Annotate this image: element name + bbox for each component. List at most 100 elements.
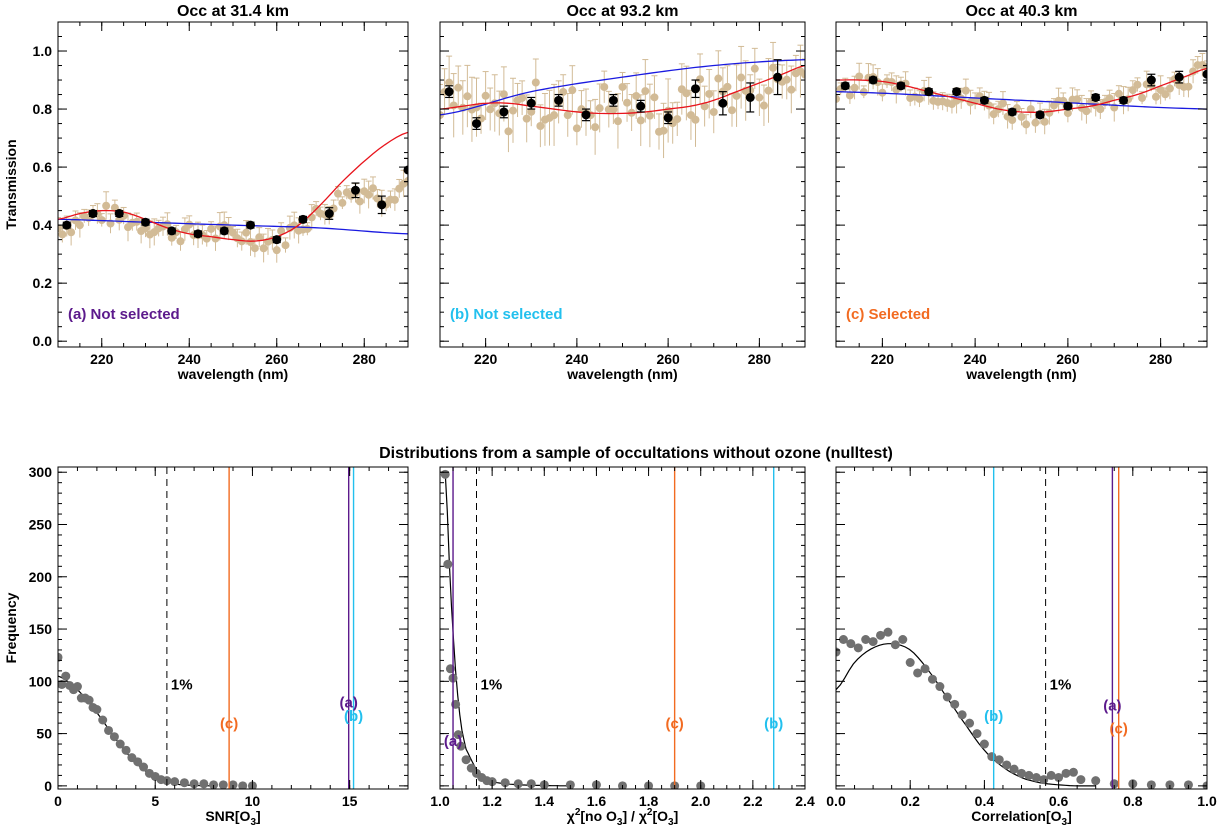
binned-point — [377, 200, 387, 210]
x-tick-label: 1.6 — [587, 793, 607, 809]
binned-point — [1007, 107, 1017, 117]
histogram-point — [104, 725, 114, 735]
raw-point — [250, 244, 259, 253]
axes-frame — [835, 21, 1208, 348]
x-tick-label: 1.8 — [639, 793, 659, 809]
x-tick-label: 280 — [1149, 351, 1173, 367]
x-tick-label: 240 — [178, 351, 202, 367]
x-tick-label: 260 — [1056, 351, 1080, 367]
histogram-point — [228, 780, 238, 789]
y-axis-label: Transmission — [3, 139, 19, 229]
raw-point — [1017, 112, 1026, 121]
x-label-part: ] — [674, 808, 679, 824]
raw-points — [58, 169, 408, 263]
y-tick-label: 300 — [29, 464, 53, 480]
raw-point — [609, 105, 618, 114]
x-label-part: [no O — [580, 808, 617, 824]
histogram-point — [1091, 776, 1101, 786]
x-axis-label: χ2[no O3] / χ2[O3] — [567, 807, 678, 828]
raw-point — [1040, 117, 1049, 126]
histogram-points — [58, 652, 257, 789]
binned-point — [499, 107, 509, 117]
histogram-point — [935, 682, 945, 692]
raw-point — [600, 82, 609, 91]
x-axis-label: Correlation[O3] — [971, 808, 1071, 828]
binned-point — [896, 81, 906, 91]
binned-point — [88, 209, 98, 219]
raw-point — [255, 233, 264, 242]
histogram-point — [72, 682, 82, 692]
marker-label-b: (b) — [984, 708, 1003, 725]
y-tick-label: 200 — [29, 569, 53, 585]
raw-points — [440, 41, 805, 159]
histogram-point — [1146, 780, 1156, 789]
raw-point — [390, 195, 399, 204]
x-label-sub: 3 — [250, 817, 256, 828]
histogram-point — [965, 718, 975, 728]
raw-point — [277, 227, 286, 236]
raw-point — [836, 94, 840, 103]
raw-point — [691, 115, 700, 124]
raw-point — [728, 106, 736, 115]
raw-point — [499, 90, 508, 99]
histogram-point — [920, 664, 930, 674]
binned-point — [581, 110, 591, 120]
histogram-point — [453, 730, 463, 740]
x-tick-label: 0.6 — [1049, 793, 1069, 809]
histogram-point — [133, 757, 143, 767]
histogram-point — [61, 671, 71, 681]
histogram-point — [58, 679, 67, 689]
binned-point — [1091, 92, 1101, 102]
raw-point — [75, 221, 84, 230]
histogram-point — [513, 779, 523, 789]
histogram-point — [1202, 781, 1207, 789]
raw-point — [509, 106, 517, 115]
panel-1: (a) Not selected 220 240 260 280 0.0 0.2 0.4 0.6… — [3, 3, 409, 382]
y-tick-label: 0.8 — [33, 101, 53, 117]
binned-point — [298, 214, 308, 224]
panel-title: Occ at 93.2 km — [566, 3, 678, 20]
raw-point — [445, 78, 454, 87]
raw-point — [595, 104, 604, 113]
raw-point — [550, 111, 559, 120]
histogram-point — [218, 780, 228, 789]
plot-area — [836, 467, 1207, 789]
raw-point — [732, 91, 741, 100]
raw-point — [481, 91, 490, 100]
y-tick-label: 50 — [36, 726, 52, 742]
raw-point — [782, 75, 791, 84]
raw-point — [759, 101, 768, 110]
fit-red-line — [440, 64, 805, 115]
binned-point — [663, 113, 673, 123]
raw-point — [176, 237, 185, 246]
raw-point — [887, 78, 896, 87]
histogram-point — [972, 729, 982, 739]
raw-point — [568, 86, 577, 95]
histogram-point — [838, 635, 848, 644]
fit-curve — [444, 472, 571, 787]
x-tick-label: 280 — [353, 351, 377, 367]
raw-point — [369, 184, 377, 193]
one-percent-label: 1% — [1050, 677, 1072, 694]
one-percent-label: 1% — [171, 677, 193, 694]
plot-area — [440, 467, 775, 789]
panel-status-label: (a) Not selected — [68, 306, 180, 323]
raw-point — [801, 70, 805, 79]
binned-point — [324, 209, 334, 219]
raw-point — [463, 92, 472, 101]
binned-point — [924, 87, 934, 97]
binned-point — [718, 98, 728, 108]
x-tick-label: 0.0 — [826, 793, 846, 809]
raw-point — [338, 198, 347, 207]
raw-point — [632, 91, 641, 100]
histogram-points — [836, 627, 1207, 789]
binned-point — [840, 81, 850, 91]
histogram-point — [139, 762, 149, 772]
y-axis-label: Frequency — [3, 592, 19, 663]
raw-point — [709, 108, 718, 117]
y-tick-label: 0.0 — [33, 333, 53, 349]
histogram-point — [950, 699, 960, 709]
raw-point — [696, 75, 705, 84]
raw-point — [1082, 107, 1091, 116]
x-label-part: [O — [652, 808, 668, 824]
